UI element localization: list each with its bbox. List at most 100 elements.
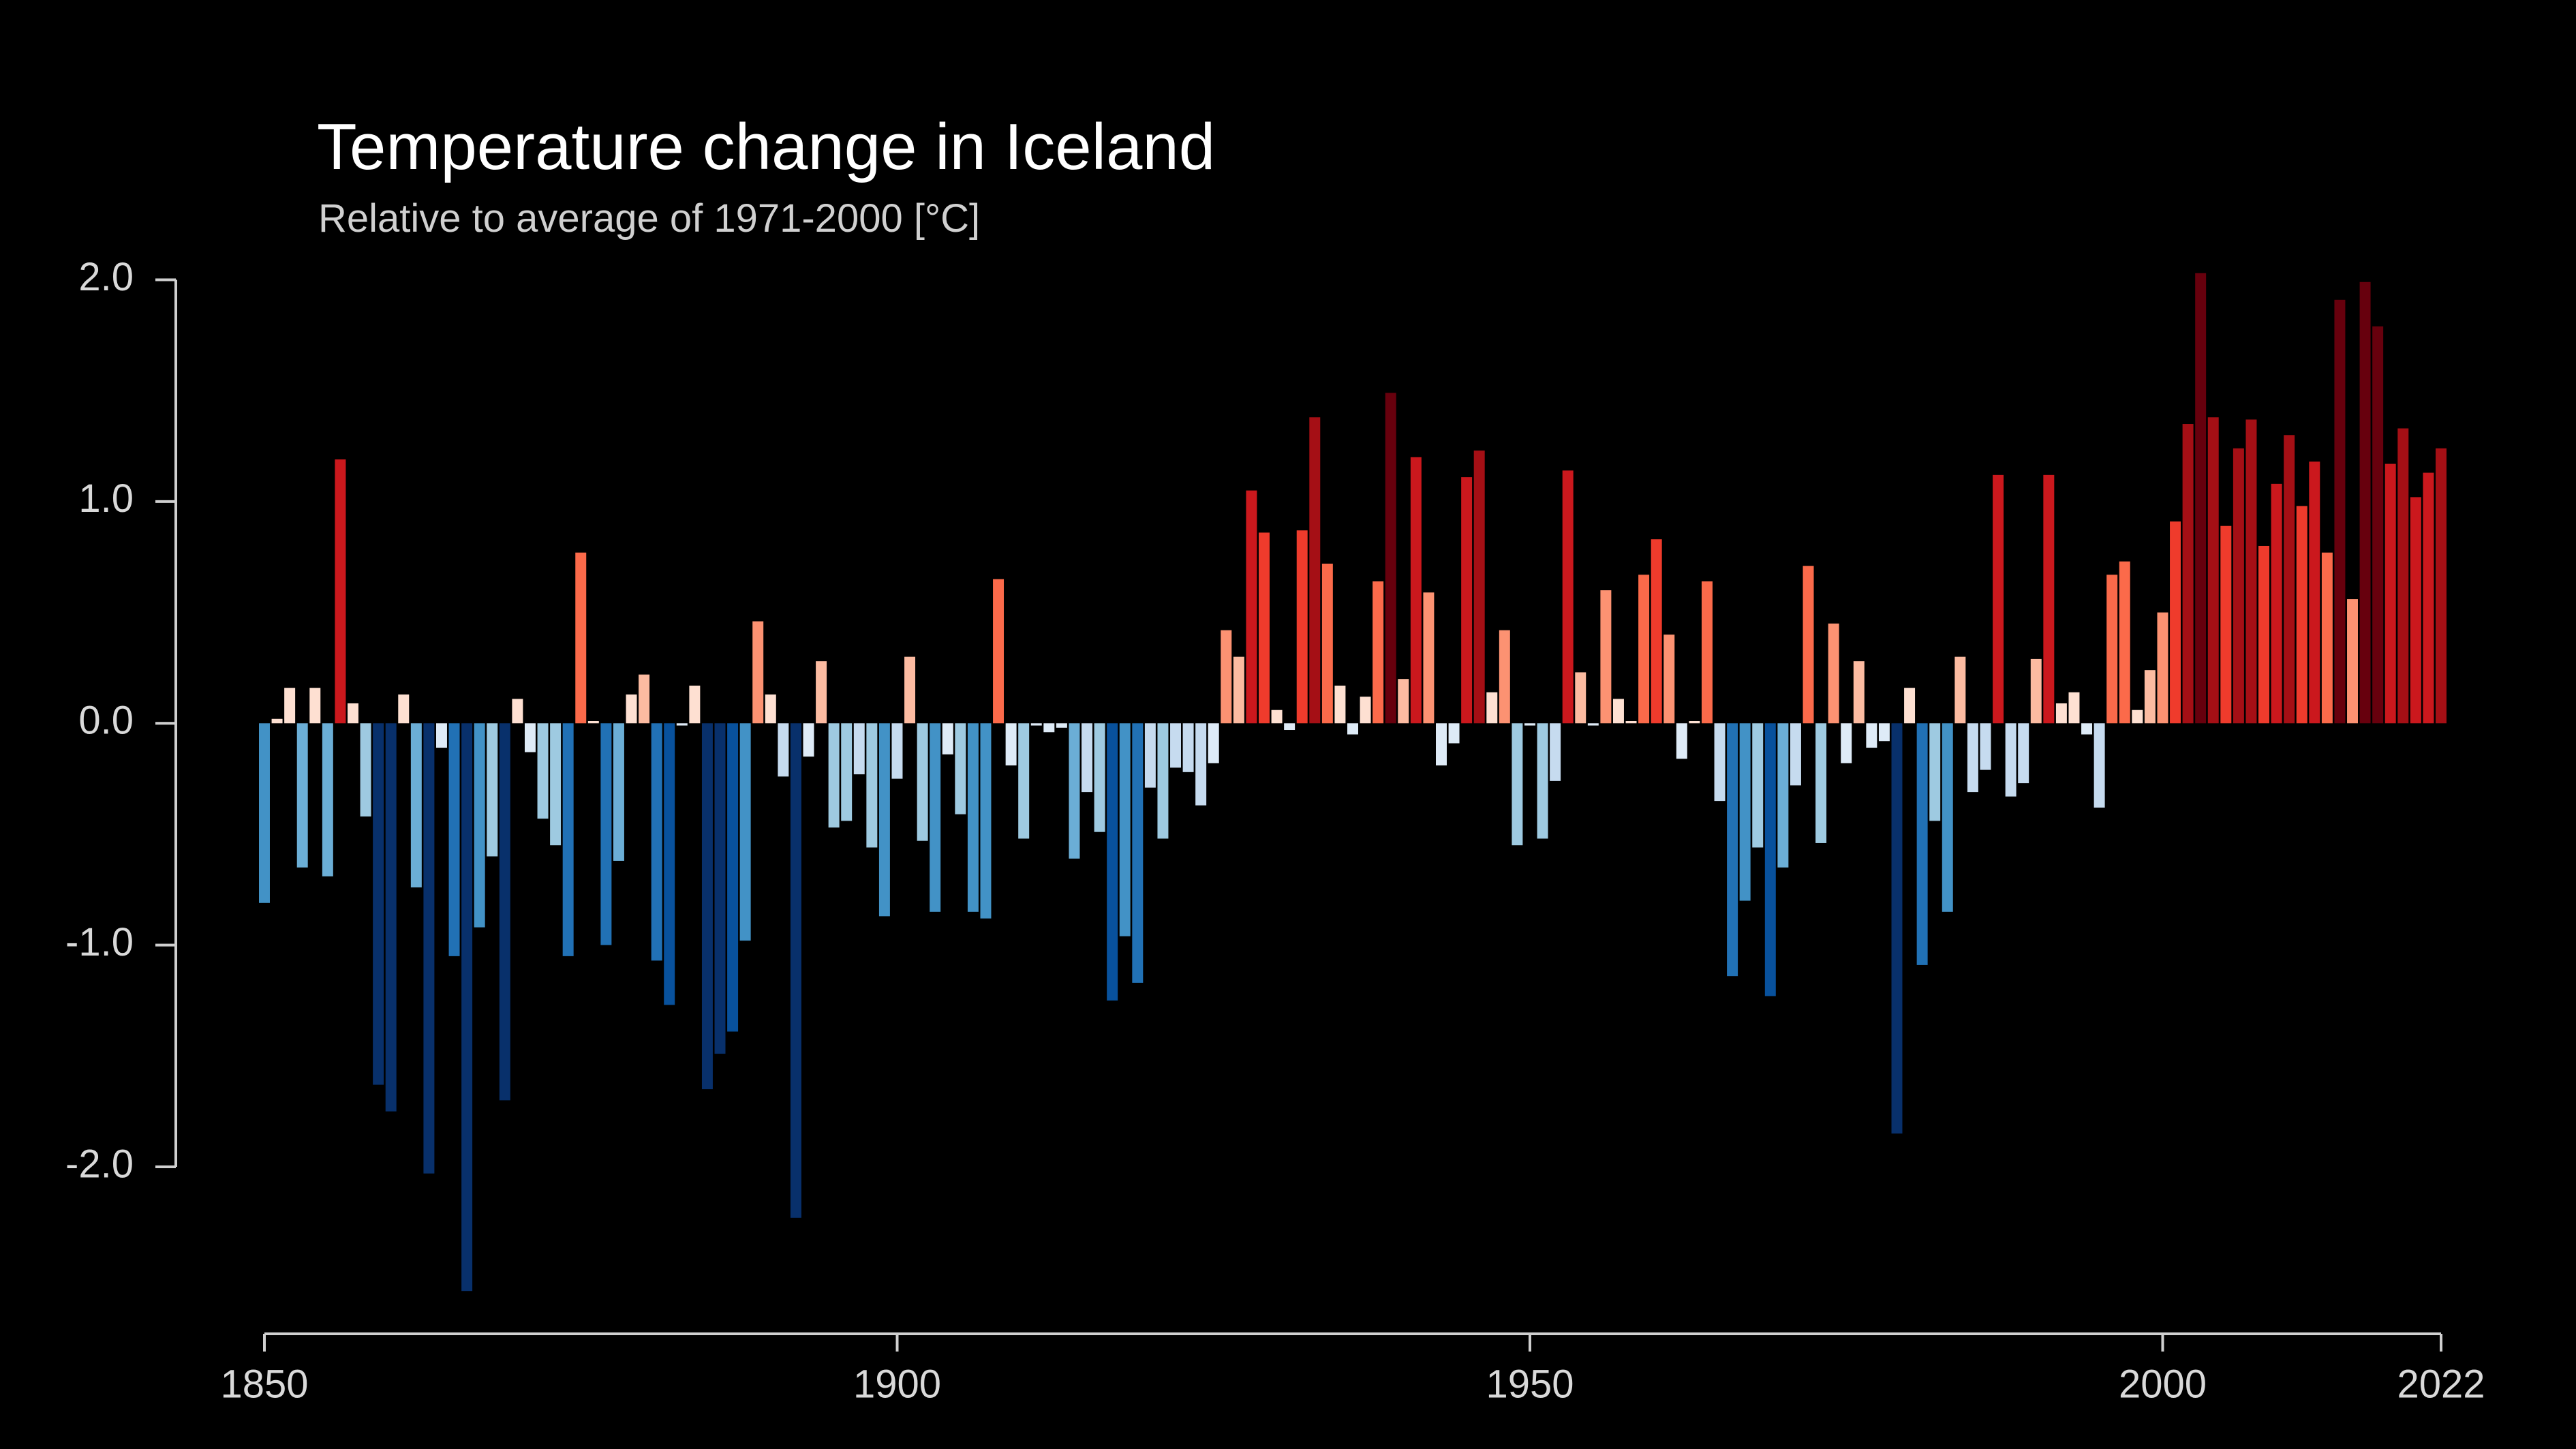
bar	[1764, 723, 1776, 996]
x-tick-label: 2000	[2119, 1362, 2207, 1406]
y-tick-label: 1.0	[78, 476, 134, 521]
bar	[1891, 723, 1903, 1134]
bar	[942, 723, 953, 754]
bar	[373, 723, 384, 1085]
bar	[575, 552, 587, 724]
bar	[714, 723, 726, 1054]
bar	[271, 718, 283, 724]
x-tick-label: 1850	[220, 1362, 308, 1406]
bar	[1296, 530, 1308, 724]
bar	[1878, 723, 1890, 742]
bar	[841, 723, 853, 821]
bar	[1157, 723, 1169, 839]
bar	[1043, 723, 1055, 733]
bar	[1853, 661, 1865, 724]
bar	[1360, 697, 1371, 724]
bar	[2258, 545, 2270, 724]
bar	[2081, 723, 2093, 735]
bar	[993, 579, 1005, 724]
bar	[1321, 563, 1333, 724]
bar	[1524, 723, 1535, 726]
bar	[360, 723, 371, 817]
y-tick-label: -2.0	[65, 1142, 134, 1186]
bar	[1651, 539, 1662, 724]
bar	[1107, 723, 1118, 1001]
bar	[487, 723, 498, 857]
bar	[2423, 472, 2434, 724]
bar	[512, 699, 523, 724]
bar	[1714, 723, 1726, 802]
bar	[1309, 417, 1321, 724]
bar	[816, 661, 827, 724]
bar	[1600, 590, 1612, 724]
bar	[461, 723, 473, 1292]
bar	[2410, 497, 2421, 724]
bar	[1752, 723, 1764, 848]
x-tick-label: 2022	[2397, 1362, 2485, 1406]
bar	[296, 723, 308, 868]
bar	[2321, 552, 2333, 724]
bar	[1233, 656, 1244, 724]
bar	[1030, 723, 1042, 726]
bar	[2334, 299, 2346, 724]
bar	[866, 723, 878, 848]
bar	[335, 459, 346, 724]
bar	[259, 723, 270, 903]
bar	[853, 723, 865, 775]
bar	[2436, 448, 2447, 724]
bar	[1663, 635, 1675, 724]
bar	[930, 723, 941, 912]
bar	[1208, 723, 1219, 763]
bar	[1587, 723, 1599, 726]
bar	[2245, 419, 2257, 724]
bar	[676, 723, 688, 726]
bar	[1182, 723, 1194, 772]
chart-title: Temperature change in Iceland	[317, 110, 1215, 183]
bar	[2043, 474, 2055, 724]
bar	[1512, 723, 1523, 846]
bar	[1347, 723, 1358, 735]
bar	[701, 723, 713, 1090]
bar	[2195, 273, 2207, 724]
bar	[2271, 483, 2282, 724]
bar	[689, 685, 701, 724]
bar	[1612, 699, 1624, 724]
bar	[1841, 723, 1852, 763]
bar	[2284, 435, 2295, 724]
bar	[284, 688, 296, 724]
bar	[1132, 723, 1144, 983]
bar	[309, 688, 321, 724]
bar	[1916, 723, 1928, 965]
bar	[1284, 723, 1295, 731]
bar	[1195, 723, 1207, 806]
bar	[778, 723, 789, 777]
bar	[1701, 581, 1713, 724]
bar	[474, 723, 485, 928]
bar	[1866, 723, 1877, 748]
bar	[1929, 723, 1941, 821]
bar	[1436, 723, 1447, 766]
bar	[1018, 723, 1030, 839]
y-tick-label: 2.0	[78, 255, 134, 299]
bar	[1144, 723, 1156, 788]
bar	[1954, 656, 1966, 724]
bar	[904, 656, 916, 724]
bar	[639, 674, 650, 724]
bar	[790, 723, 801, 1218]
bar	[2170, 521, 2181, 724]
bar	[2030, 658, 2042, 724]
bar	[1562, 470, 1574, 724]
bar	[385, 723, 397, 1112]
bar	[2018, 723, 2029, 784]
bar	[562, 723, 574, 956]
bar	[2385, 463, 2396, 724]
bar	[1575, 672, 1586, 724]
bar	[1638, 575, 1650, 724]
bar	[1777, 723, 1789, 868]
bar	[2397, 428, 2409, 724]
bar	[1448, 723, 1460, 744]
bar	[2372, 326, 2384, 724]
bar	[2309, 461, 2320, 724]
bar	[651, 723, 662, 961]
